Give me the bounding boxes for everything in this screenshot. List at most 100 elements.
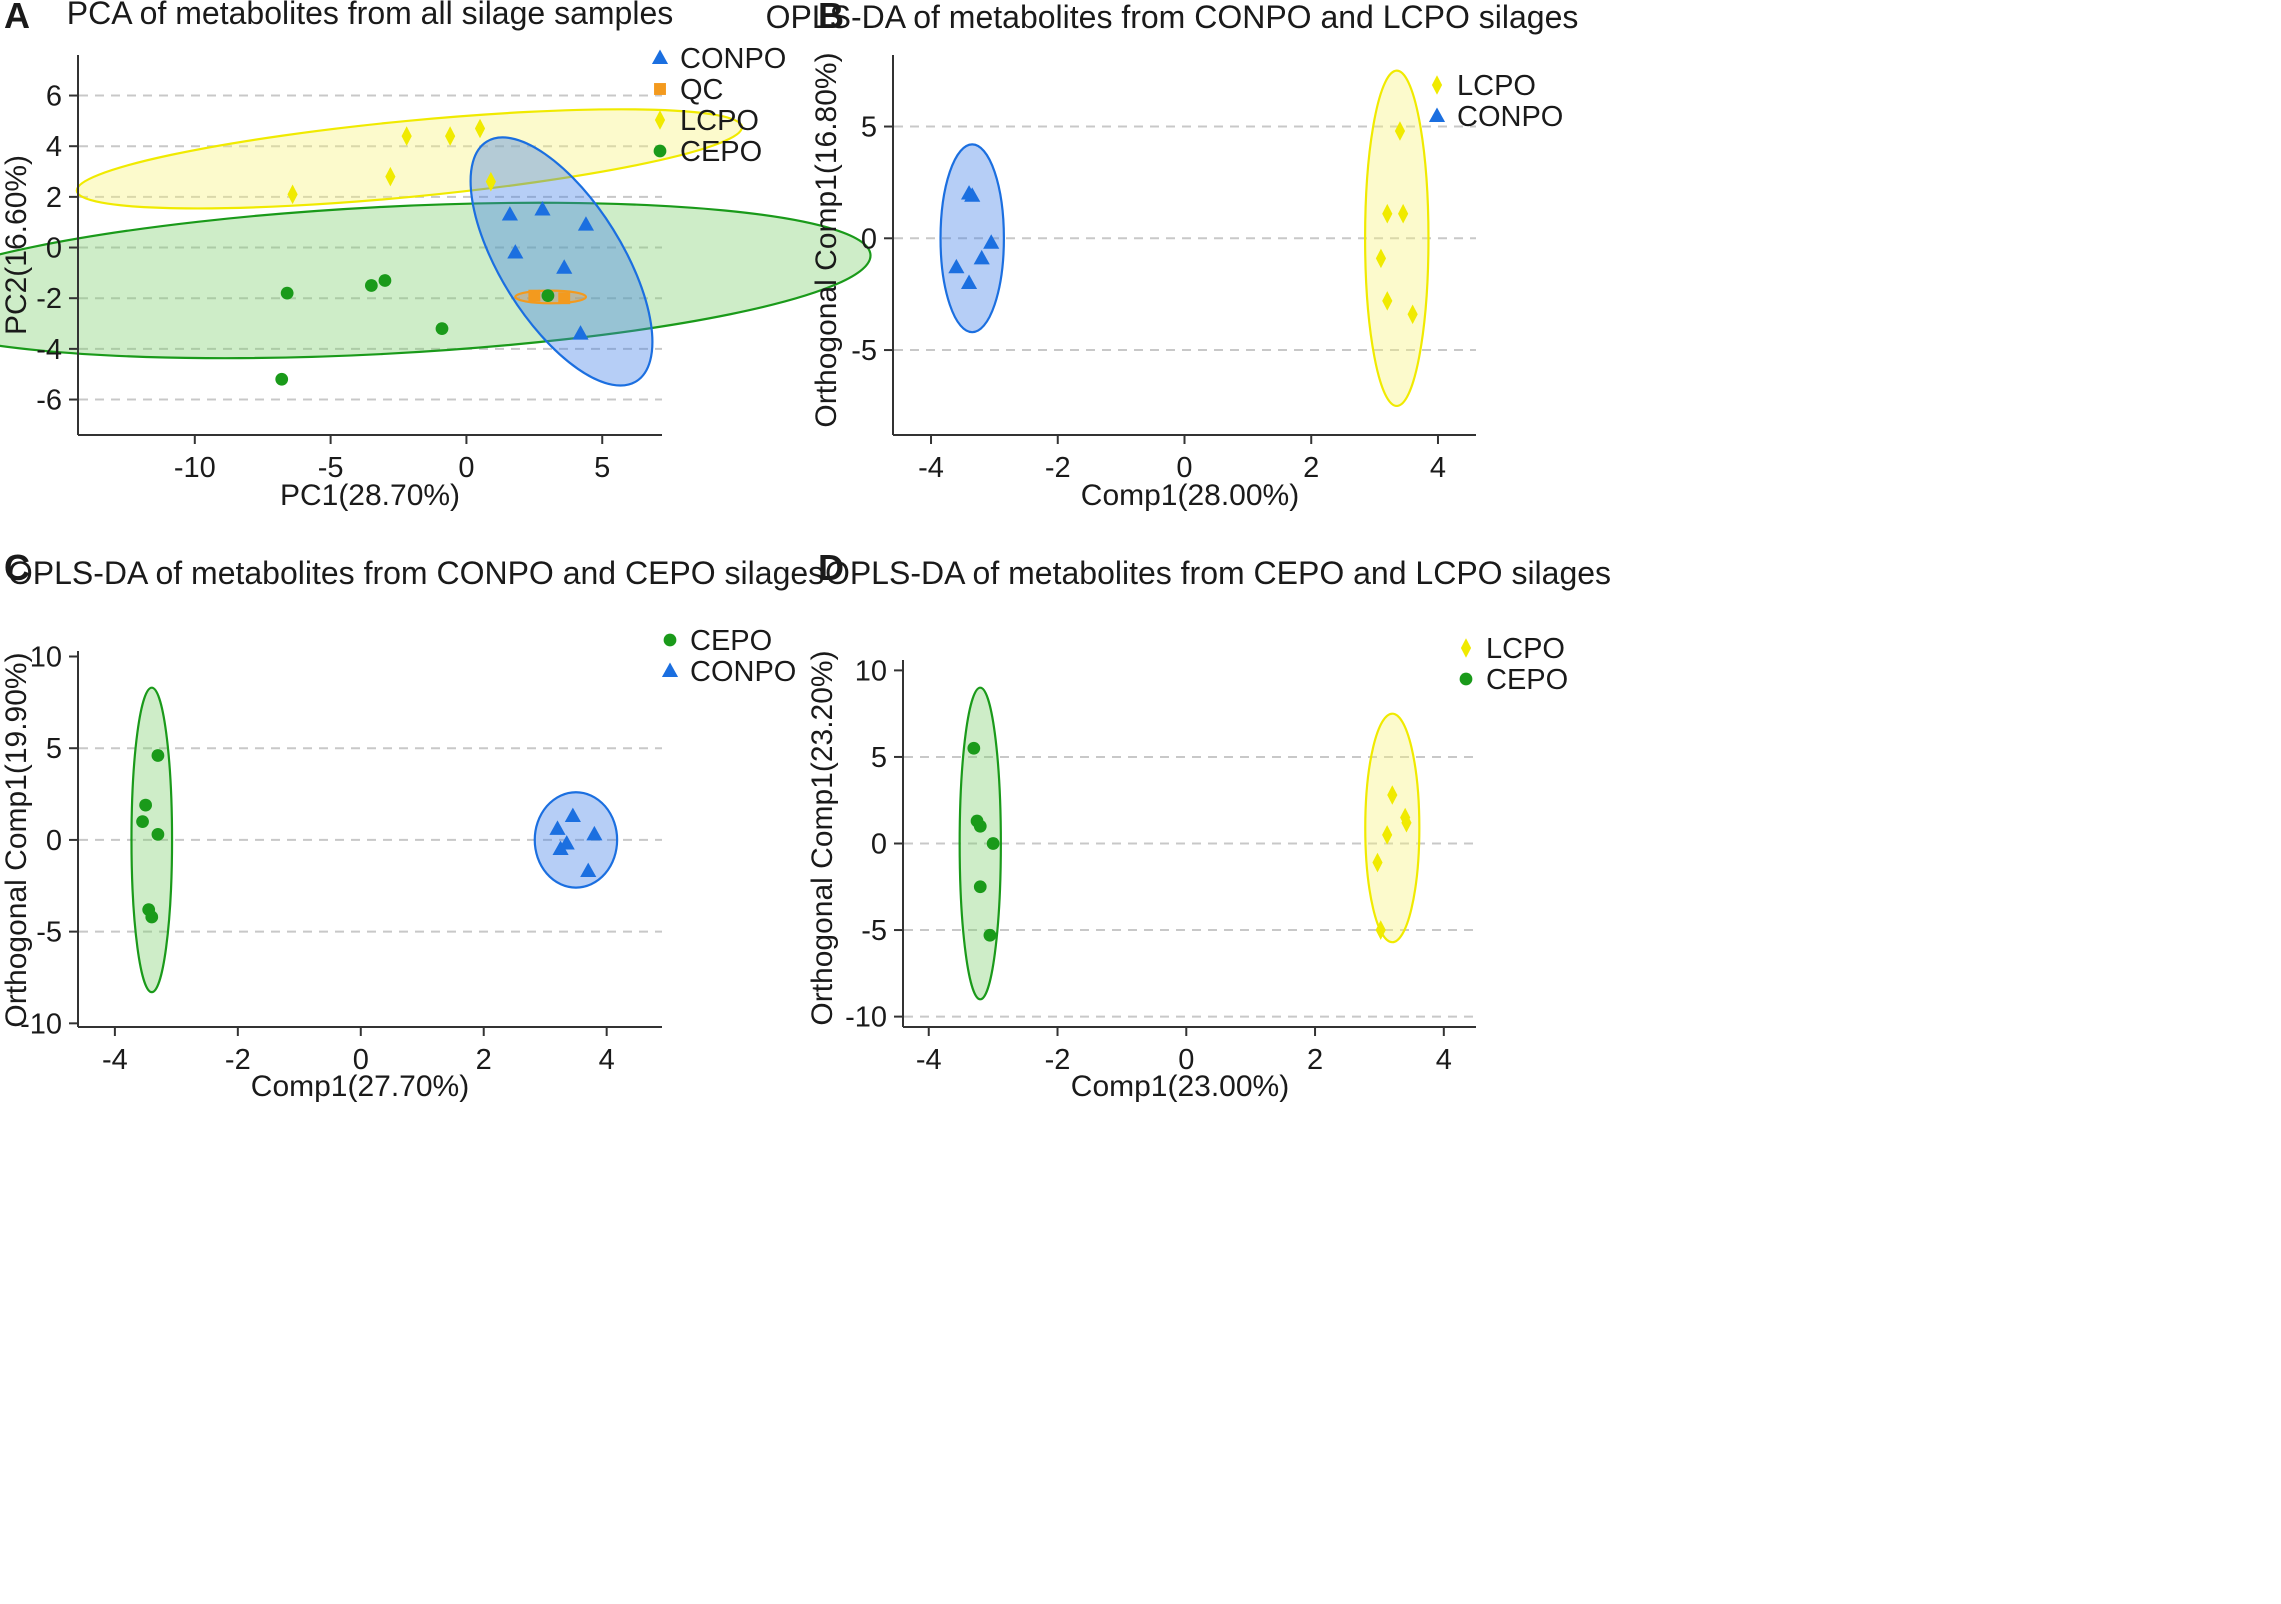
- data-point-conpo: [556, 259, 573, 274]
- data-point-lcpo: [485, 171, 496, 192]
- y-tick-label: 0: [861, 223, 877, 255]
- y-tick-label: 4: [46, 131, 62, 163]
- data-point-conpo: [549, 820, 566, 835]
- x-tick-label: 2: [1303, 452, 1319, 484]
- y-tick-label: 6: [46, 81, 62, 113]
- legend-marker-cepo: [653, 144, 667, 158]
- y-tick-label: 5: [861, 112, 877, 144]
- x-tick-label: -5: [318, 452, 344, 484]
- data-point-cepo: [364, 279, 378, 292]
- confidence-ellipse-cepo: [130, 686, 174, 994]
- legend-marker-conpo: [1428, 107, 1446, 122]
- data-point-conpo: [948, 258, 965, 274]
- data-point-lcpo: [1375, 920, 1386, 940]
- data-point-conpo: [964, 187, 981, 202]
- confidence-ellipse-conpo: [533, 791, 619, 889]
- data-point-cepo: [435, 322, 449, 335]
- data-point-lcpo: [1401, 812, 1412, 833]
- panel-a: A PCA of metabolites from all silage samp…: [0, 0, 872, 512]
- x-tick-label: -4: [102, 1044, 128, 1076]
- x-tick-label: -2: [1045, 1044, 1071, 1076]
- data-point-conpo: [586, 825, 603, 841]
- panel-letter: C: [4, 547, 30, 588]
- x-axis-label: Comp1(28.00%): [1081, 479, 1299, 512]
- data-point-cepo: [151, 828, 165, 841]
- data-point-lcpo: [1382, 203, 1393, 224]
- legend-marker-conpo: [661, 662, 679, 677]
- chart-title: OPLS-DA of metabolites from CONPO and LC…: [766, 0, 1579, 35]
- x-tick-label: 0: [1176, 452, 1192, 484]
- y-axis-label: Orthogonal Comp1(23.20%): [806, 650, 839, 1025]
- x-tick-label: 0: [458, 452, 474, 484]
- y-axis-label: Orthogonal Comp1(19.90%): [0, 652, 33, 1027]
- confidence-ellipse-cepo: [958, 686, 1002, 1001]
- data-point-conpo: [534, 201, 551, 216]
- data-point-conpo: [580, 862, 597, 878]
- data-point-conpo: [507, 244, 524, 259]
- data-point-cepo: [136, 815, 149, 828]
- data-point-cepo: [973, 880, 987, 894]
- data-point-lcpo: [385, 166, 396, 187]
- data-point-qc: [528, 289, 541, 302]
- y-tick-label: 0: [46, 233, 62, 265]
- data-point-lcpo: [287, 184, 298, 205]
- data-point-lcpo: [1382, 291, 1393, 311]
- chart-title: PCA of metabolites from all silage sampl…: [67, 0, 673, 31]
- chart-title: OPLS-DA of metabolites from CONPO and CE…: [8, 555, 824, 591]
- y-tick-label: 10: [855, 655, 887, 687]
- data-point-cepo: [983, 928, 997, 942]
- legend-label-cepo: CEPO: [690, 625, 772, 657]
- x-tick-label: 4: [599, 1044, 615, 1076]
- y-tick-label: -5: [851, 335, 877, 367]
- data-point-conpo: [572, 325, 589, 340]
- data-point-cepo: [973, 819, 987, 833]
- legend-label-conpo: CONPO: [1457, 101, 1563, 133]
- data-point-cepo: [378, 274, 392, 287]
- legend-marker-qc: [654, 83, 666, 95]
- legend-label-lcpo: LCPO: [680, 105, 759, 137]
- y-tick-label: -4: [36, 334, 62, 366]
- y-tick-label: -10: [845, 1002, 887, 1034]
- data-point-cepo: [541, 289, 555, 303]
- legend-label-conpo: CONPO: [690, 656, 796, 688]
- panel-letter: D: [818, 547, 844, 588]
- data-point-qc: [558, 292, 571, 305]
- x-tick-label: -2: [1045, 452, 1071, 484]
- confidence-ellipse-lcpo: [1364, 712, 1421, 944]
- chart-title: OPLS-DA of metabolites from CEPO and LCP…: [825, 555, 1611, 591]
- y-tick-label: 10: [30, 642, 62, 674]
- data-point-lcpo: [1372, 852, 1383, 873]
- x-tick-label: -4: [916, 1044, 942, 1076]
- legend-label-lcpo: LCPO: [1486, 633, 1565, 665]
- x-axis-label: Comp1(23.00%): [1071, 1070, 1289, 1103]
- x-tick-label: 2: [476, 1044, 492, 1076]
- confidence-ellipse-conpo: [469, 136, 654, 387]
- x-tick-label: 4: [1430, 452, 1446, 484]
- y-tick-label: -10: [20, 1008, 62, 1040]
- x-tick-label: -2: [225, 1044, 251, 1076]
- data-point-lcpo: [1394, 121, 1406, 141]
- legend-label-conpo: CONPO: [680, 43, 786, 75]
- x-axis-label: PC1(28.70%): [280, 479, 460, 512]
- y-axis-label: Orthogonal Comp1(16.80%): [810, 52, 843, 427]
- legend-marker-lcpo: [1460, 638, 1472, 658]
- legend-label-cepo: CEPO: [680, 136, 762, 168]
- x-tick-label: 2: [1307, 1044, 1323, 1076]
- data-point-conpo: [973, 249, 990, 265]
- data-point-lcpo: [1382, 825, 1393, 845]
- data-point-conpo: [983, 234, 1000, 249]
- y-tick-label: 0: [46, 825, 62, 857]
- data-point-conpo: [501, 206, 518, 221]
- legend-label-lcpo: LCPO: [1457, 70, 1536, 102]
- y-tick-label: 5: [871, 742, 887, 774]
- data-point-lcpo: [445, 126, 456, 146]
- data-point-conpo: [577, 216, 595, 231]
- legend-label-cepo: CEPO: [1486, 664, 1568, 696]
- legend-marker-cepo: [1459, 672, 1473, 686]
